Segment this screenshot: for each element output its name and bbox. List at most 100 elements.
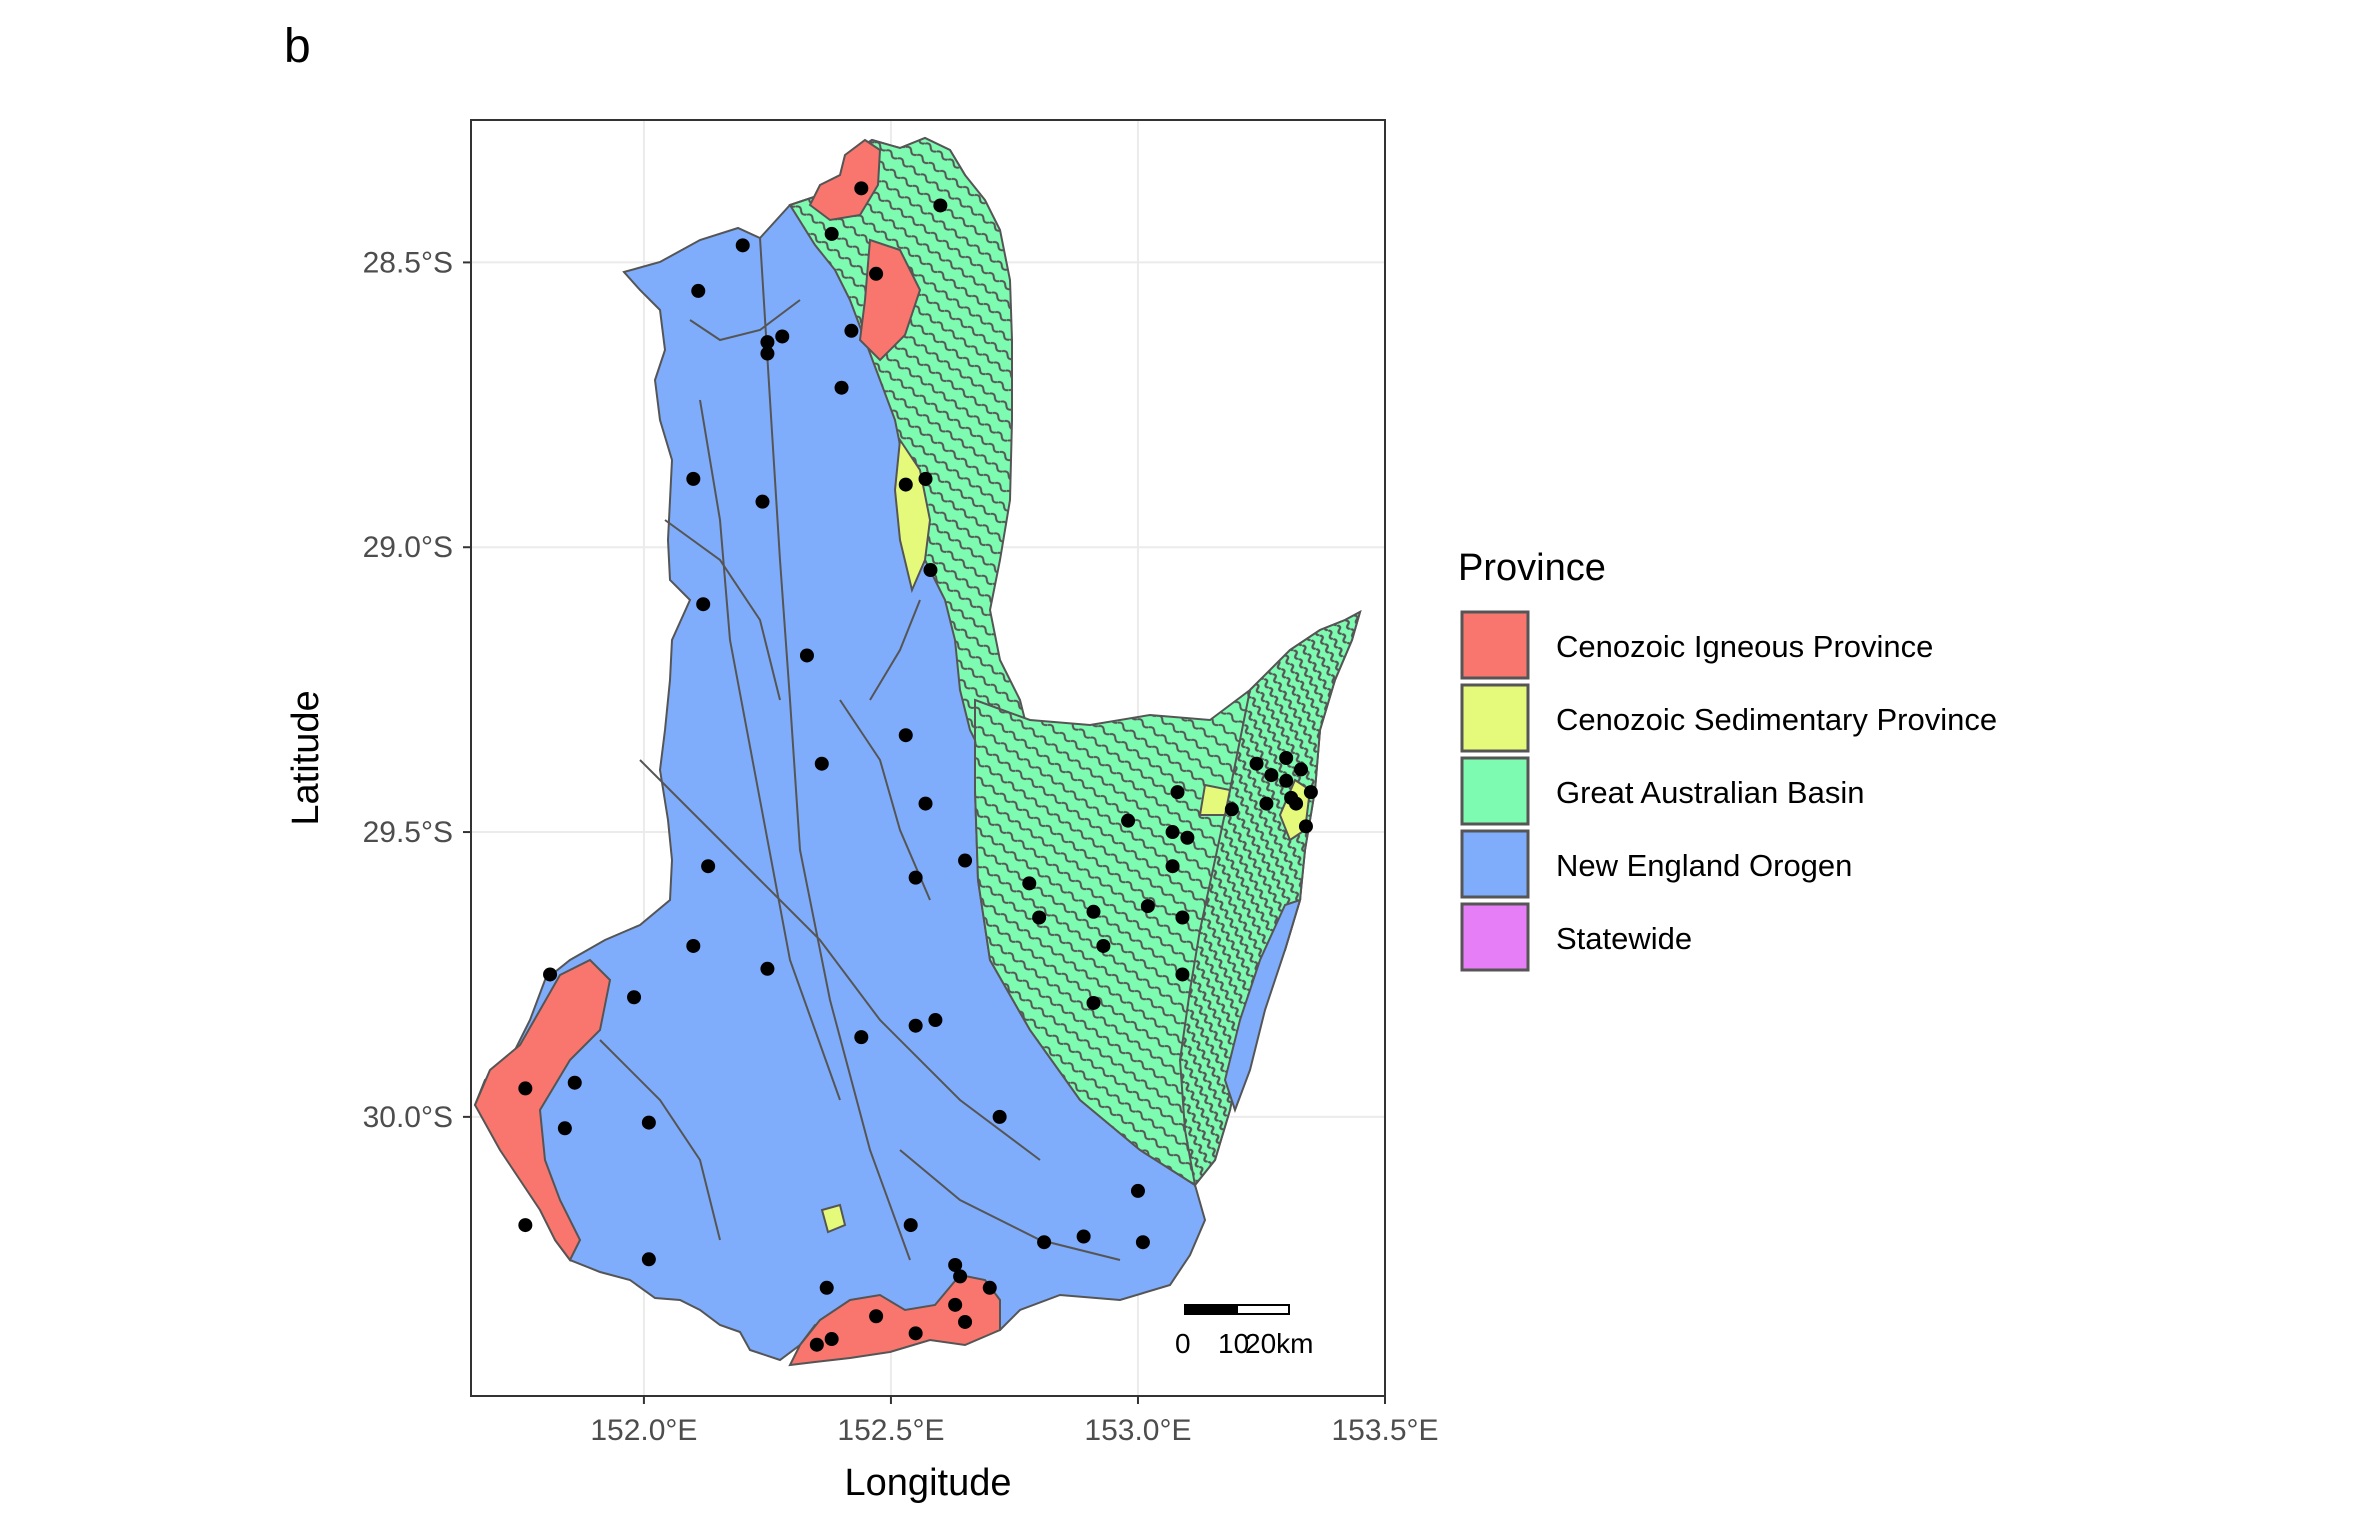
legend-key xyxy=(1460,683,1530,753)
sample-point xyxy=(928,1013,943,1028)
sample-point xyxy=(691,283,706,298)
region-cenozoic-igneous-west xyxy=(473,958,612,1262)
legend-key xyxy=(1460,610,1530,680)
region-cenozoic-sedimentary-3 xyxy=(1198,783,1232,816)
sample-point xyxy=(1096,938,1111,953)
sample-point xyxy=(869,266,884,281)
sample-point xyxy=(799,648,814,663)
sample-point xyxy=(1289,796,1304,811)
sample-point xyxy=(1086,995,1101,1010)
sample-point xyxy=(760,961,775,976)
sample-point xyxy=(958,853,973,868)
x-tick-label: 152.5°E xyxy=(837,1414,944,1447)
sample-point xyxy=(760,346,775,361)
y-axis-title: Latitude xyxy=(285,690,327,825)
sample-points xyxy=(518,181,1318,1352)
legend-key xyxy=(1460,829,1530,899)
sample-point xyxy=(908,1018,923,1033)
legend-key xyxy=(1460,902,1530,972)
sample-point xyxy=(1086,904,1101,919)
x-axis-title: Longitude xyxy=(845,1462,1012,1504)
sample-point xyxy=(918,796,933,811)
sample-point xyxy=(1022,876,1037,891)
y-axis: 28.5°S 29.0°S 29.5°S 30.0°S xyxy=(363,246,471,1134)
y-tick-label: 28.5°S xyxy=(363,246,453,279)
sample-point xyxy=(543,967,558,982)
sample-point xyxy=(953,1269,968,1284)
x-tick-label: 153.0°E xyxy=(1084,1414,1191,1447)
legend-title: Province xyxy=(1458,547,1606,589)
sample-point xyxy=(898,728,913,743)
internal-boundaries xyxy=(599,237,1121,1261)
sample-point xyxy=(908,870,923,885)
sample-point xyxy=(557,1121,572,1136)
sample-point xyxy=(1170,785,1185,800)
sample-point xyxy=(1076,1229,1091,1244)
scale-bar-black-segment xyxy=(1184,1304,1238,1315)
sample-point xyxy=(775,329,790,344)
sample-point xyxy=(854,181,869,196)
sample-point xyxy=(567,1075,582,1090)
legend-label: New England Orogen xyxy=(1556,848,1852,883)
sample-point xyxy=(1175,910,1190,925)
sample-point xyxy=(641,1115,656,1130)
x-tick-label: 152.0°E xyxy=(590,1414,697,1447)
sample-point xyxy=(824,1332,839,1347)
sample-point xyxy=(1130,1183,1145,1198)
region-great-australian-basin-north xyxy=(788,136,1032,762)
sample-point xyxy=(1279,751,1294,765)
sample-point xyxy=(1180,830,1195,845)
sample-point xyxy=(518,1081,533,1096)
sample-point xyxy=(686,938,701,953)
sample-point xyxy=(869,1309,884,1324)
sample-point xyxy=(760,335,775,350)
legend-label: Cenozoic Igneous Province xyxy=(1556,629,1933,664)
sample-point xyxy=(948,1257,963,1272)
sample-point xyxy=(701,859,716,874)
sample-point xyxy=(992,1109,1007,1124)
sample-point xyxy=(814,756,829,771)
sample-point xyxy=(809,1337,824,1352)
y-tick-label: 29.0°S xyxy=(363,531,453,564)
sample-point xyxy=(1032,910,1047,925)
sample-point xyxy=(834,380,849,395)
scale-label-0: 0 xyxy=(1175,1328,1191,1359)
sample-point xyxy=(1140,899,1155,914)
legend-label: Statewide xyxy=(1556,921,1692,956)
plot-panel-border xyxy=(470,119,1386,1397)
sample-point xyxy=(918,471,933,486)
sample-point xyxy=(908,1326,923,1341)
sample-point xyxy=(1224,802,1239,817)
sample-point xyxy=(982,1280,997,1295)
legend-label: Great Australian Basin xyxy=(1556,775,1864,810)
sample-point xyxy=(898,477,913,492)
sample-point xyxy=(824,226,839,241)
scale-label-20km: 20km xyxy=(1245,1328,1313,1359)
legend: Province Cenozoic Igneous Province Cenozo… xyxy=(1458,547,1997,972)
sample-point xyxy=(854,1030,869,1045)
sample-point xyxy=(958,1314,973,1329)
scale-bar: 0 10 20km xyxy=(1175,1304,1313,1359)
sample-point xyxy=(696,597,711,612)
region-cenozoic-sedimentary-4 xyxy=(820,1203,847,1234)
sample-point xyxy=(1303,785,1318,800)
scale-label-10: 10 xyxy=(1218,1328,1249,1359)
sample-point xyxy=(735,238,750,253)
sample-point xyxy=(1121,813,1136,828)
region-cenozoic-igneous-north xyxy=(808,138,882,222)
sample-point xyxy=(755,494,770,509)
sample-point xyxy=(1175,967,1190,982)
sample-point xyxy=(1135,1235,1150,1250)
sample-point xyxy=(923,563,938,578)
sample-point xyxy=(1037,1235,1052,1250)
x-axis: 152.0°E 152.5°E 153.0°E 153.5°E xyxy=(590,1396,1439,1447)
sample-point xyxy=(1249,756,1264,771)
sample-point xyxy=(518,1218,533,1233)
sample-point xyxy=(1298,819,1313,834)
sample-point xyxy=(933,198,948,213)
sample-point xyxy=(903,1218,918,1233)
region-cenozoic-igneous-south xyxy=(788,1273,1001,1367)
sample-point xyxy=(1165,859,1180,874)
legend-label: Cenozoic Sedimentary Province xyxy=(1556,702,1997,737)
